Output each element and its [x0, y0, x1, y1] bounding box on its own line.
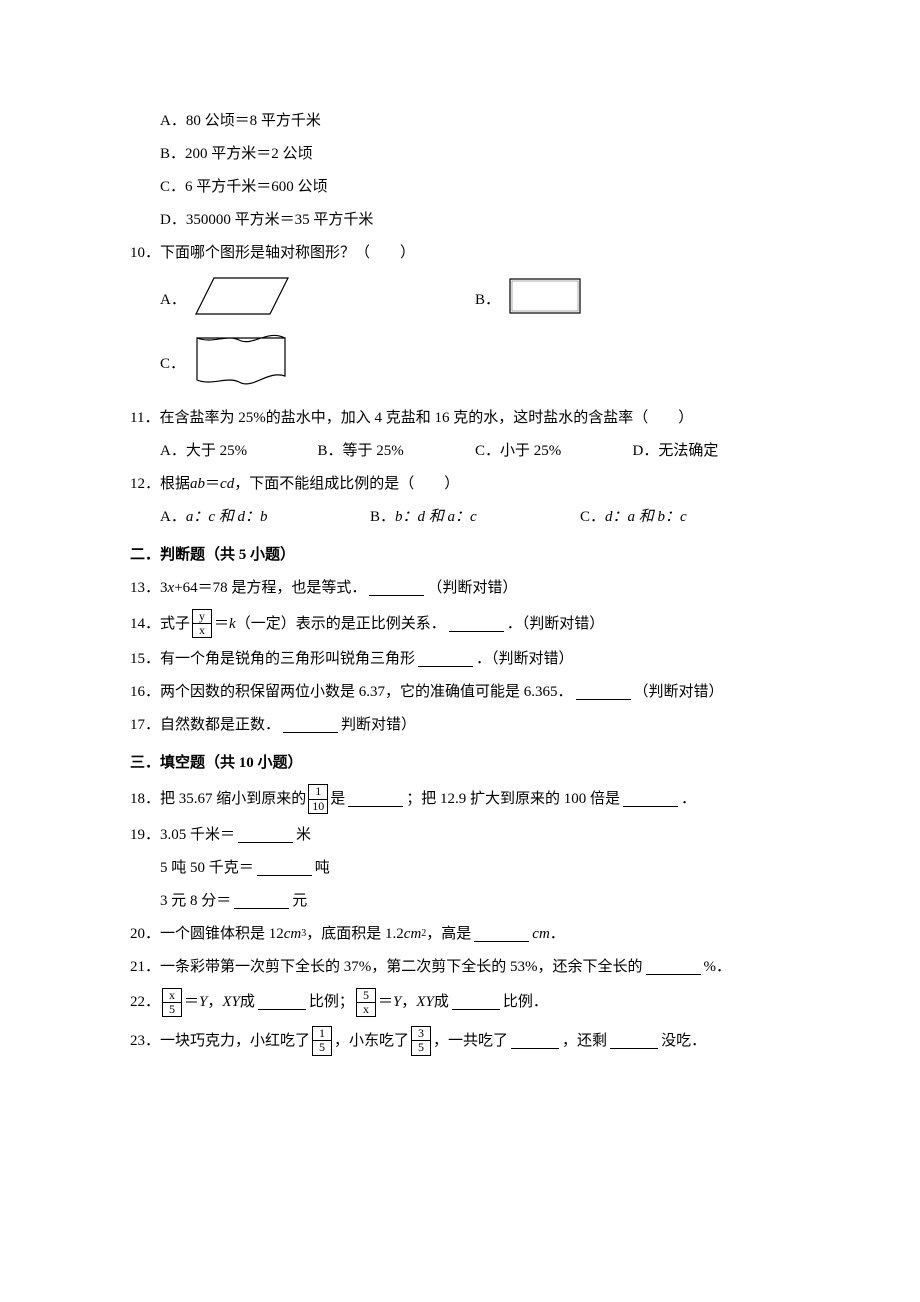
blank[interactable]: [474, 926, 529, 942]
label: C．: [160, 352, 185, 376]
section-3-heading: 三．填空题（共 10 小题）: [130, 751, 790, 775]
blank[interactable]: [234, 893, 289, 909]
text: C．6 平方千米＝600 公顷: [160, 175, 328, 199]
text: B．200 平方米＝2 公顷: [160, 142, 313, 166]
blank[interactable]: [369, 580, 424, 596]
label: B．: [475, 288, 500, 312]
blank[interactable]: [449, 616, 504, 632]
label: A．: [160, 288, 186, 312]
blank[interactable]: [418, 651, 473, 667]
q17: 17．自然数都是正数． 判断对错）: [130, 713, 790, 737]
q11-opt-c: C．小于 25%: [475, 439, 633, 463]
q10-opt-a: A．: [160, 274, 475, 326]
blank[interactable]: [646, 959, 701, 975]
q16: 16．两个因数的积保留两位小数是 6.37，它的准确值可能是 6.365． （判…: [130, 680, 790, 704]
q9-opt-c: C．6 平方千米＝600 公顷: [160, 175, 790, 199]
text: D．350000 平方米＝35 平方千米: [160, 208, 373, 232]
blank[interactable]: [257, 860, 312, 876]
fraction-3-5-icon: 35: [411, 1026, 431, 1055]
blank[interactable]: [283, 717, 338, 733]
q23: 23．一块巧克力，小红吃了 15 ，小东吃了 35 ，一共吃了 ，还剩 没吃．: [130, 1026, 790, 1055]
blank[interactable]: [452, 994, 500, 1010]
parallelogram-icon: [192, 274, 292, 326]
q12-opt-b: B．b：d 和 a：c: [370, 505, 580, 529]
q12-opt-a: A．a：c 和 d：b: [160, 505, 370, 529]
q11-stem: 11．在含盐率为 25%的盐水中，加入 4 克盐和 16 克的水，这时盐水的含盐…: [130, 406, 790, 430]
q13: 13．3x+64＝78 是方程，也是等式． （判断对错）: [130, 576, 790, 600]
flag-shape-icon: [191, 332, 291, 396]
fraction-1-5-icon: 15: [312, 1026, 332, 1055]
section-2-heading: 二．判断题（共 5 小题）: [130, 543, 790, 567]
q14: 14．式子 yx ＝k（一定）表示的是正比例关系． ．（判断对错）: [130, 609, 790, 638]
fraction-5-x-icon: 5x: [356, 988, 376, 1017]
rectangle-icon: [506, 275, 584, 325]
q19-l3: 3 元 8 分＝元: [160, 889, 790, 913]
q12-opt-c: C．d：a 和 b：c: [580, 505, 790, 529]
q9-opt-d: D．350000 平方米＝35 平方千米: [160, 208, 790, 232]
q12-opts: A．a：c 和 d：b B．b：d 和 a：c C．d：a 和 b：c: [160, 505, 790, 529]
fraction-x-5-icon: x5: [162, 988, 182, 1017]
q11-opt-a: A．大于 25%: [160, 439, 318, 463]
q9-opt-b: B．200 平方米＝2 公顷: [160, 142, 790, 166]
fraction-y-over-x-icon: yx: [192, 609, 212, 638]
blank[interactable]: [576, 684, 631, 700]
q9-opt-a: A．80 公顷＝8 平方千米: [160, 109, 790, 133]
text: 10．下面哪个图形是轴对称图形？（ ）: [130, 241, 415, 265]
blank[interactable]: [238, 827, 293, 843]
fraction-1-10-icon: 110: [308, 784, 328, 813]
q12-stem: 12．根据 ab ＝ cd ，下面不能组成比例的是（ ）: [130, 472, 790, 496]
q15: 15．有一个角是锐角的三角形叫锐角三角形 ．（判断对错）: [130, 647, 790, 671]
q11-opts: A．大于 25% B．等于 25% C．小于 25% D．无法确定: [160, 439, 790, 463]
blank[interactable]: [258, 994, 306, 1010]
q19-l2: 5 吨 50 千克＝吨: [160, 856, 790, 880]
blank[interactable]: [623, 791, 678, 807]
blank[interactable]: [348, 791, 403, 807]
q11-opt-d: D．无法确定: [633, 439, 791, 463]
blank[interactable]: [511, 1033, 559, 1049]
q19-l1: 19．3.05 千米＝米: [130, 823, 790, 847]
q22: 22． x5 ＝Y，XY成 比例； 5x ＝Y，XY成 比例．: [130, 988, 790, 1017]
q11-opt-b: B．等于 25%: [318, 439, 476, 463]
text: 11．在含盐率为 25%的盐水中，加入 4 克盐和 16 克的水，这时盐水的含盐…: [130, 406, 693, 430]
q20: 20．一个圆锥体积是 12cm3 ，底面积是 1.2cm2 ，高是cm．: [130, 922, 790, 946]
blank[interactable]: [610, 1033, 658, 1049]
q10-stem: 10．下面哪个图形是轴对称图形？（ ）: [130, 241, 790, 265]
q10-opt-c: C．: [160, 332, 291, 396]
q21: 21．一条彩带第一次剪下全长的 37%，第二次剪下全长的 53%，还余下全长的%…: [130, 955, 790, 979]
q18: 18．把 35.67 缩小到原来的 110 是 ；把 12.9 扩大到原来的 1…: [130, 784, 790, 813]
text: A．80 公顷＝8 平方千米: [160, 109, 321, 133]
q10-opt-b: B．: [475, 274, 790, 326]
